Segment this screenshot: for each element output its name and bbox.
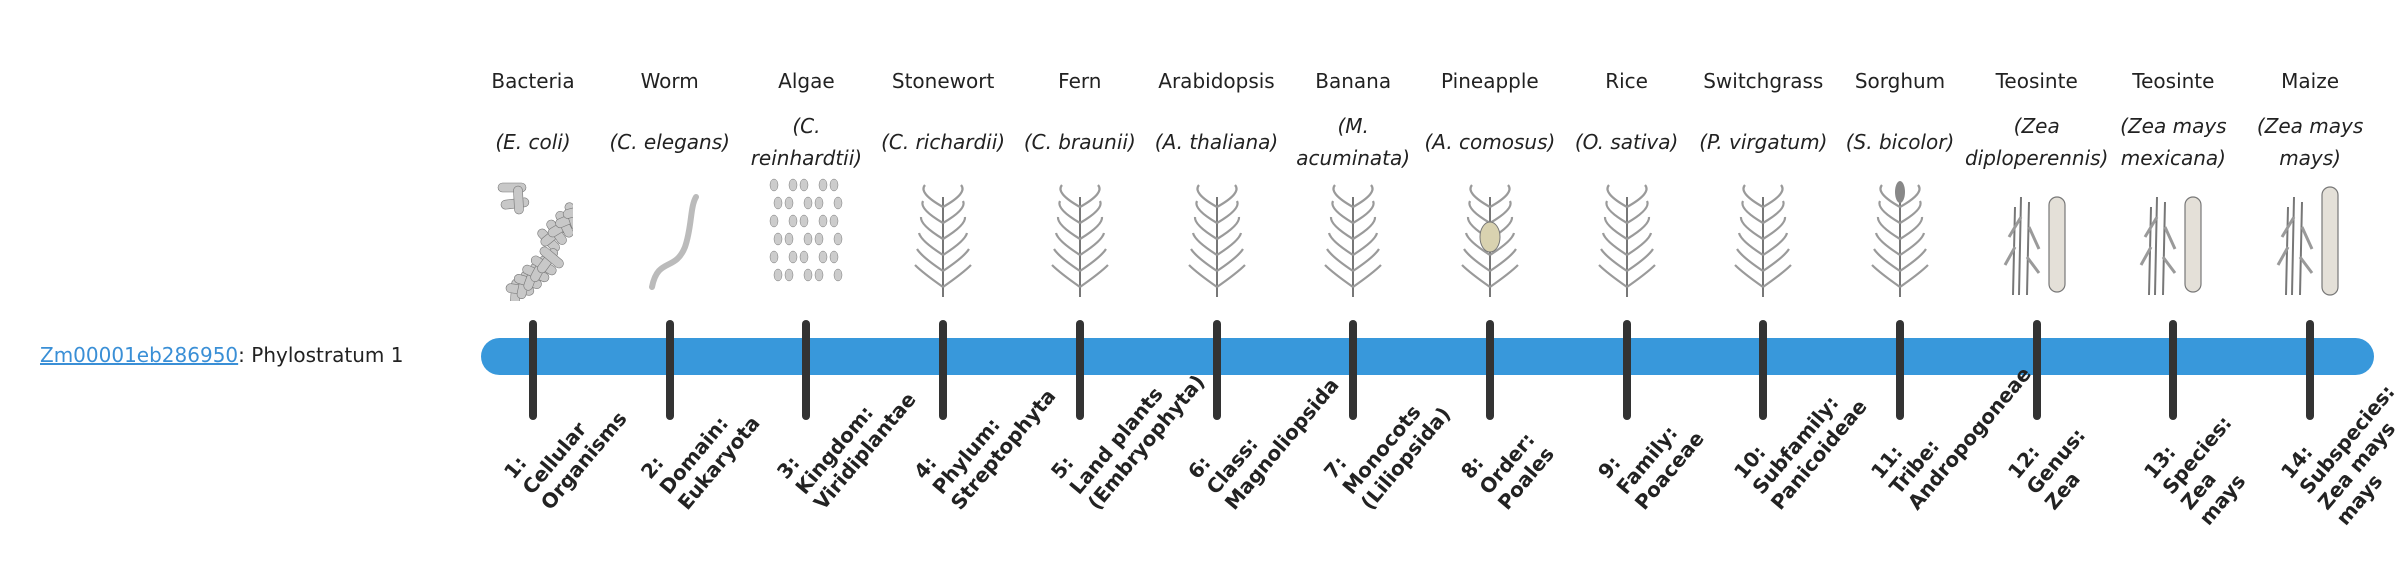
organism-common-name: Banana: [1315, 69, 1392, 93]
organism-scientific-name: (S. bicolor): [1832, 110, 1968, 174]
organism-scientific-name: (O. sativa): [1559, 110, 1695, 174]
organism-common-name: Rice: [1605, 69, 1648, 93]
organism-scientific-name: (Zea mays mexicana): [2105, 110, 2241, 174]
bacteria-icon: [465, 177, 601, 301]
scientific-name-text: (C. richardii): [881, 130, 1006, 154]
scientific-name-text: (C. braunii): [1023, 130, 1136, 154]
scientific-name-text: (O. sativa): [1574, 130, 1679, 154]
phylostratum-bar: [481, 338, 2374, 375]
stratum-rank-label: 2: Domain: Eukaryota: [636, 380, 765, 514]
organism-common-name: Algae: [778, 69, 835, 93]
scientific-name-text: (Zea diploperennis): [1964, 114, 2109, 170]
stratum-rank-label: 14: Subspecies: Zea mays mays: [2276, 365, 2400, 530]
organism-common-name: Fern: [1058, 69, 1102, 93]
teosinte-icon: [2105, 177, 2241, 301]
rice-icon: [1559, 177, 1695, 301]
organism-scientific-name: (A. thaliana): [1149, 110, 1285, 174]
fern-icon: [1012, 177, 1148, 301]
organism-scientific-name: (Zea mays mays): [2242, 110, 2378, 174]
organism-scientific-name: (C. richardii): [875, 110, 1011, 174]
stratum-rank-label: 8: Order: Poales: [1456, 411, 1559, 514]
stratum-tick[interactable]: [1759, 320, 1768, 420]
stratum-rank-label: 4: Phylum: Streptophyta: [909, 353, 1060, 514]
scientific-name-text: (C. reinhardtii): [750, 114, 863, 170]
organism-common-name: Teosinte: [2132, 69, 2215, 93]
stratum-tick[interactable]: [1622, 320, 1631, 420]
organism-common-name: Bacteria: [491, 69, 575, 93]
organism-common-name: Pineapple: [1441, 69, 1539, 93]
maize-icon: [2242, 177, 2378, 301]
organism-scientific-name: (C. elegans): [602, 110, 738, 174]
scientific-name-text: (P. virgatum): [1699, 130, 1828, 154]
stratum-tick[interactable]: [1075, 320, 1084, 420]
stratum-tick[interactable]: [939, 320, 948, 420]
sorghum-icon: [1832, 177, 1968, 301]
stratum-tick[interactable]: [529, 320, 537, 420]
algae-icon: [738, 177, 874, 301]
stratum-tick[interactable]: [2032, 320, 2041, 420]
arabidopsis-icon: [1149, 177, 1285, 301]
organism-scientific-name: (P. virgatum): [1695, 110, 1831, 174]
organism-common-name: Worm: [640, 69, 699, 93]
scientific-name-text: (M. acuminata): [1296, 114, 1411, 170]
teosinte-icon: [1969, 177, 2105, 301]
switchgrass-icon: [1695, 177, 1831, 301]
stratum-rank-label: 3: Kingdom: Viridiplantae: [772, 357, 921, 514]
gene-label: Zm00001eb286950: Phylostratum 1: [40, 340, 403, 370]
stratum-tick[interactable]: [1896, 320, 1904, 420]
scientific-name-text: (Zea mays mexicana): [2120, 114, 2227, 170]
organism-common-name: Switchgrass: [1703, 69, 1824, 93]
scientific-name-text: (E. coli): [495, 130, 571, 154]
stratum-tick[interactable]: [802, 320, 811, 420]
organism-common-name: Maize: [2281, 69, 2340, 93]
stratum-tick[interactable]: [665, 320, 674, 420]
phylostratum-text: : Phylostratum 1: [238, 343, 404, 367]
scientific-name-text: (C. elegans): [609, 130, 730, 154]
stratum-tick[interactable]: [1212, 320, 1221, 420]
stratum-tick[interactable]: [2169, 320, 2178, 420]
stratum-rank-label: 1: Cellular Organisms: [499, 376, 632, 515]
worm-icon: [602, 177, 738, 301]
stratum-tick[interactable]: [1485, 320, 1494, 420]
scientific-name-text: (A. comosus): [1424, 130, 1556, 154]
scientific-name-text: (Zea mays mays): [2256, 114, 2364, 170]
organism-scientific-name: (Zea diploperennis): [1965, 110, 2108, 174]
organism-scientific-name: (C. reinhardtii): [738, 110, 874, 174]
stratum-rank-label: 10: Subfamily: Panicoideae: [1729, 364, 1872, 514]
organism-common-name: Arabidopsis: [1158, 69, 1275, 93]
scientific-name-text: (S. bicolor): [1845, 130, 1955, 154]
stratum-rank-label: 9: Family: Poaceae: [1593, 396, 1709, 514]
organism-scientific-name: (M. acuminata): [1285, 110, 1421, 174]
stratum-tick[interactable]: [1349, 320, 1358, 420]
stratum-rank-label: 13: Species: Zea mays: [2139, 396, 2273, 530]
organism-scientific-name: (E. coli): [465, 110, 601, 174]
stratum-rank-label: 12: Genus: Zea: [2003, 408, 2109, 514]
organism-common-name: Stonewort: [891, 69, 995, 93]
stonewort-icon: [875, 177, 1011, 301]
scientific-name-text: (A. thaliana): [1154, 130, 1279, 154]
organism-scientific-name: (C. braunii): [1012, 110, 1148, 174]
organism-common-name: Teosinte: [1995, 69, 2078, 93]
organism-scientific-name: (A. comosus): [1422, 110, 1558, 174]
pineapple-icon: [1422, 177, 1558, 301]
organism-common-name: Sorghum: [1854, 69, 1946, 93]
gene-link[interactable]: Zm00001eb286950: [40, 343, 239, 367]
stratum-tick[interactable]: [2306, 320, 2315, 420]
banana-icon: [1285, 177, 1421, 301]
